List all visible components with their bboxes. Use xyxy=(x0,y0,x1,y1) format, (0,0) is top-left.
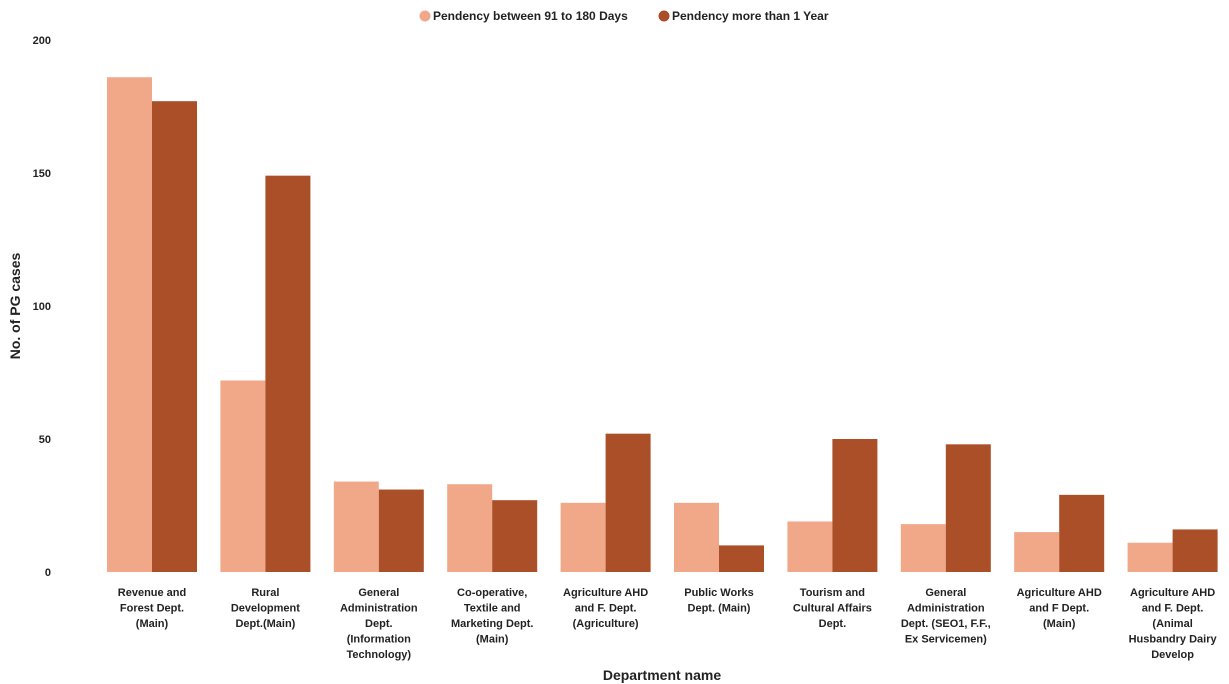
y-axis: 0 50 100 150 200 xyxy=(33,35,51,579)
x-axis-categories: Revenue and Forest Dept. (Main) Rural Develo… xyxy=(118,587,1218,661)
legend-marker-series-2 xyxy=(659,11,670,22)
bar-series-1[interactable] xyxy=(787,521,832,572)
bars xyxy=(107,77,1218,572)
legend-label-series-1: Pendency between 91 to 180 Days xyxy=(433,9,628,23)
bar-series-2[interactable] xyxy=(946,444,991,572)
y-tick-label: 200 xyxy=(33,35,51,47)
bar-series-2[interactable] xyxy=(832,439,877,572)
bar-series-2[interactable] xyxy=(606,434,651,572)
bar-series-1[interactable] xyxy=(220,380,265,572)
x-tick-label: Public Works Dept. (Main) xyxy=(684,587,753,615)
bar-series-2[interactable] xyxy=(379,490,424,572)
bar-series-1[interactable] xyxy=(1014,532,1059,572)
bar-series-2[interactable] xyxy=(492,500,537,572)
bar-series-1[interactable] xyxy=(561,503,606,572)
bar-series-2[interactable] xyxy=(1059,495,1104,572)
bar-series-2[interactable] xyxy=(265,176,310,572)
bar-series-1[interactable] xyxy=(107,77,152,572)
x-tick-label: Agriculture AHD and F. Dept. (Animal Husban… xyxy=(1129,587,1218,661)
y-tick-label: 0 xyxy=(45,567,51,579)
x-tick-label: General Administration Dept. (Information Te… xyxy=(340,587,418,661)
bar-series-2[interactable] xyxy=(719,545,764,572)
legend-marker-series-1 xyxy=(420,11,431,22)
x-tick-label: General Administration Dept. (SEO1, F.F., E… xyxy=(901,587,991,646)
y-axis-title: No. of PG cases xyxy=(7,252,23,359)
x-tick-label: Tourism and Cultural Affairs Dept. xyxy=(793,587,872,630)
legend[interactable]: Pendency between 91 to 180 Days Pendency… xyxy=(420,9,829,23)
x-tick-label: Agriculture AHD and F Dept. (Main) xyxy=(1017,587,1102,630)
y-tick-label: 150 xyxy=(33,168,51,180)
bar-series-1[interactable] xyxy=(334,482,379,572)
x-axis-title: Department name xyxy=(603,667,721,683)
bar-series-2[interactable] xyxy=(1173,529,1218,572)
bar-series-1[interactable] xyxy=(447,484,492,572)
bar-series-1[interactable] xyxy=(1128,543,1173,572)
x-tick-label: Co-operative, Textile and Marketing Dept.(… xyxy=(451,587,534,646)
bar-series-1[interactable] xyxy=(901,524,946,572)
y-tick-label: 50 xyxy=(39,434,51,446)
bar-series-2[interactable] xyxy=(152,101,197,572)
legend-label-series-2: Pendency more than 1 Year xyxy=(672,9,829,23)
x-tick-label: Rural Development Dept.(Main) xyxy=(231,587,300,630)
x-tick-label: Agriculture AHD and F. Dept. (Agriculture) xyxy=(563,587,648,630)
bar-series-1[interactable] xyxy=(674,503,719,572)
x-tick-label: Revenue and Forest Dept. (Main) xyxy=(118,587,186,630)
y-tick-label: 100 xyxy=(33,301,51,313)
